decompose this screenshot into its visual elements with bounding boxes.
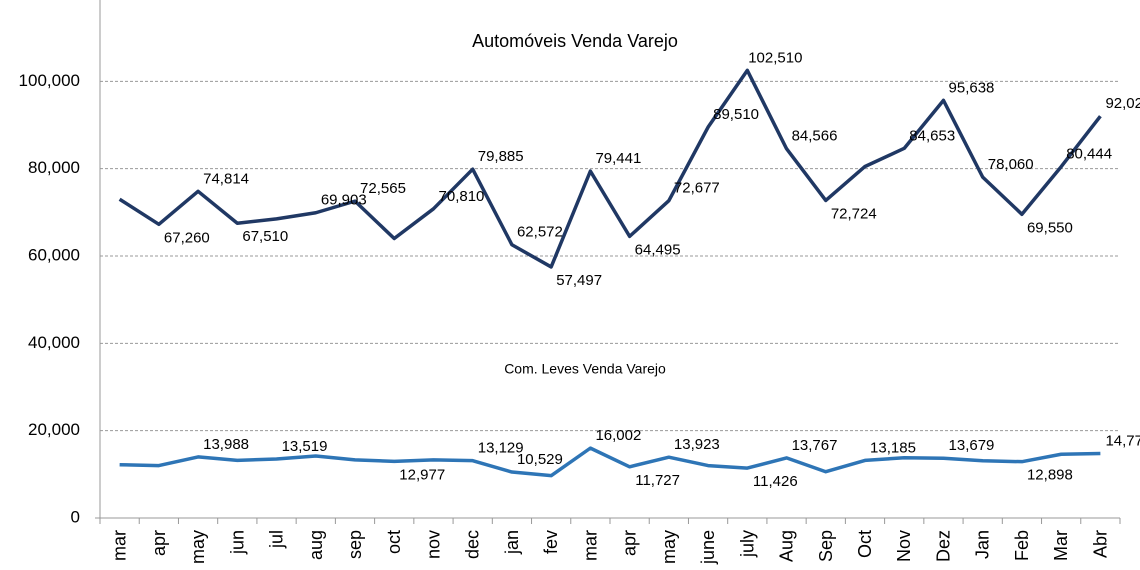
x-tick-label: jan bbox=[502, 530, 522, 555]
x-tick-label: Jan bbox=[973, 530, 993, 559]
x-tick-label: jun bbox=[227, 530, 247, 555]
x-tick-label: aug bbox=[306, 530, 326, 560]
data-label: 72,724 bbox=[831, 205, 877, 222]
x-tick-label: Abr bbox=[1090, 530, 1110, 558]
x-tick-label: Dez bbox=[933, 530, 953, 562]
y-tick-label: 100,000 bbox=[19, 71, 80, 90]
data-label: 74,814 bbox=[203, 170, 249, 187]
x-tick-label: sep bbox=[345, 530, 365, 559]
x-tick-label: jul bbox=[267, 530, 287, 549]
data-label: 67,510 bbox=[242, 228, 288, 245]
y-tick-label: 60,000 bbox=[28, 245, 80, 264]
data-label: 10,529 bbox=[517, 451, 563, 468]
x-tick-label: Oct bbox=[855, 530, 875, 558]
data-label: 13,519 bbox=[282, 438, 328, 455]
data-label: 79,885 bbox=[478, 148, 524, 165]
series-line bbox=[118, 68, 1102, 269]
data-label: 69,550 bbox=[1027, 219, 1073, 236]
data-label: 12,977 bbox=[399, 466, 445, 483]
data-label: 78,060 bbox=[988, 156, 1034, 173]
data-label: 13,767 bbox=[792, 437, 838, 454]
x-tick-label: mar bbox=[580, 530, 600, 561]
data-label: 11,426 bbox=[753, 473, 798, 490]
x-tick-label: oct bbox=[384, 530, 404, 554]
y-tick-label: 80,000 bbox=[28, 158, 80, 177]
data-label: 95,638 bbox=[949, 79, 995, 96]
data-label: 84,566 bbox=[792, 128, 838, 145]
data-label: 69,903 bbox=[321, 192, 367, 209]
x-tick-label: Nov bbox=[894, 530, 914, 562]
data-label: 70,810 bbox=[439, 188, 485, 205]
chart-subtitle: Com. Leves Venda Varejo bbox=[504, 361, 666, 377]
data-label: 62,572 bbox=[517, 224, 563, 241]
series-line bbox=[119, 446, 1101, 478]
data-label: 89,510 bbox=[713, 106, 759, 123]
x-tick-label: Sep bbox=[816, 530, 836, 562]
data-label: 12,898 bbox=[1027, 467, 1073, 484]
data-label: 11,727 bbox=[635, 472, 680, 489]
x-tick-label: may bbox=[659, 530, 679, 564]
data-label: 64,495 bbox=[635, 241, 681, 258]
chart-title: Automóveis Venda Varejo bbox=[472, 31, 678, 51]
x-tick-label: mar bbox=[110, 530, 130, 561]
data-label: 92,028 bbox=[1105, 95, 1140, 112]
y-tick-label: 20,000 bbox=[28, 420, 80, 439]
x-tick-label: july bbox=[737, 530, 757, 558]
x-tick-label: june bbox=[698, 530, 718, 565]
data-label: 102,510 bbox=[748, 49, 802, 66]
y-tick-label: 0 bbox=[71, 507, 80, 526]
x-tick-label: apr bbox=[620, 530, 640, 556]
data-label: 14,772 bbox=[1105, 432, 1140, 449]
x-tick-label: Feb bbox=[1012, 530, 1032, 561]
x-tick-label: Mar bbox=[1051, 530, 1071, 561]
y-tick-label: 40,000 bbox=[28, 333, 80, 352]
data-label: 16,002 bbox=[595, 427, 641, 444]
x-tick-label: apr bbox=[149, 530, 169, 556]
x-tick-label: dec bbox=[463, 530, 483, 559]
data-label: 13,923 bbox=[674, 436, 720, 453]
data-label: 84,653 bbox=[909, 127, 955, 144]
x-tick-label: fev bbox=[541, 530, 561, 554]
x-tick-label: Aug bbox=[777, 530, 797, 562]
data-label: 57,497 bbox=[556, 272, 602, 289]
data-label: 72,565 bbox=[360, 180, 406, 197]
x-tick-label: may bbox=[188, 530, 208, 564]
data-label: 72,677 bbox=[674, 180, 720, 197]
data-label: 79,441 bbox=[595, 150, 641, 167]
data-label: 80,444 bbox=[1066, 146, 1112, 163]
data-label: 67,260 bbox=[164, 229, 210, 246]
data-label: 13,185 bbox=[870, 439, 916, 456]
data-label: 13,679 bbox=[949, 437, 995, 454]
x-tick-label: nov bbox=[423, 530, 443, 559]
data-label: 13,129 bbox=[478, 440, 524, 457]
data-label: 13,988 bbox=[203, 436, 249, 453]
